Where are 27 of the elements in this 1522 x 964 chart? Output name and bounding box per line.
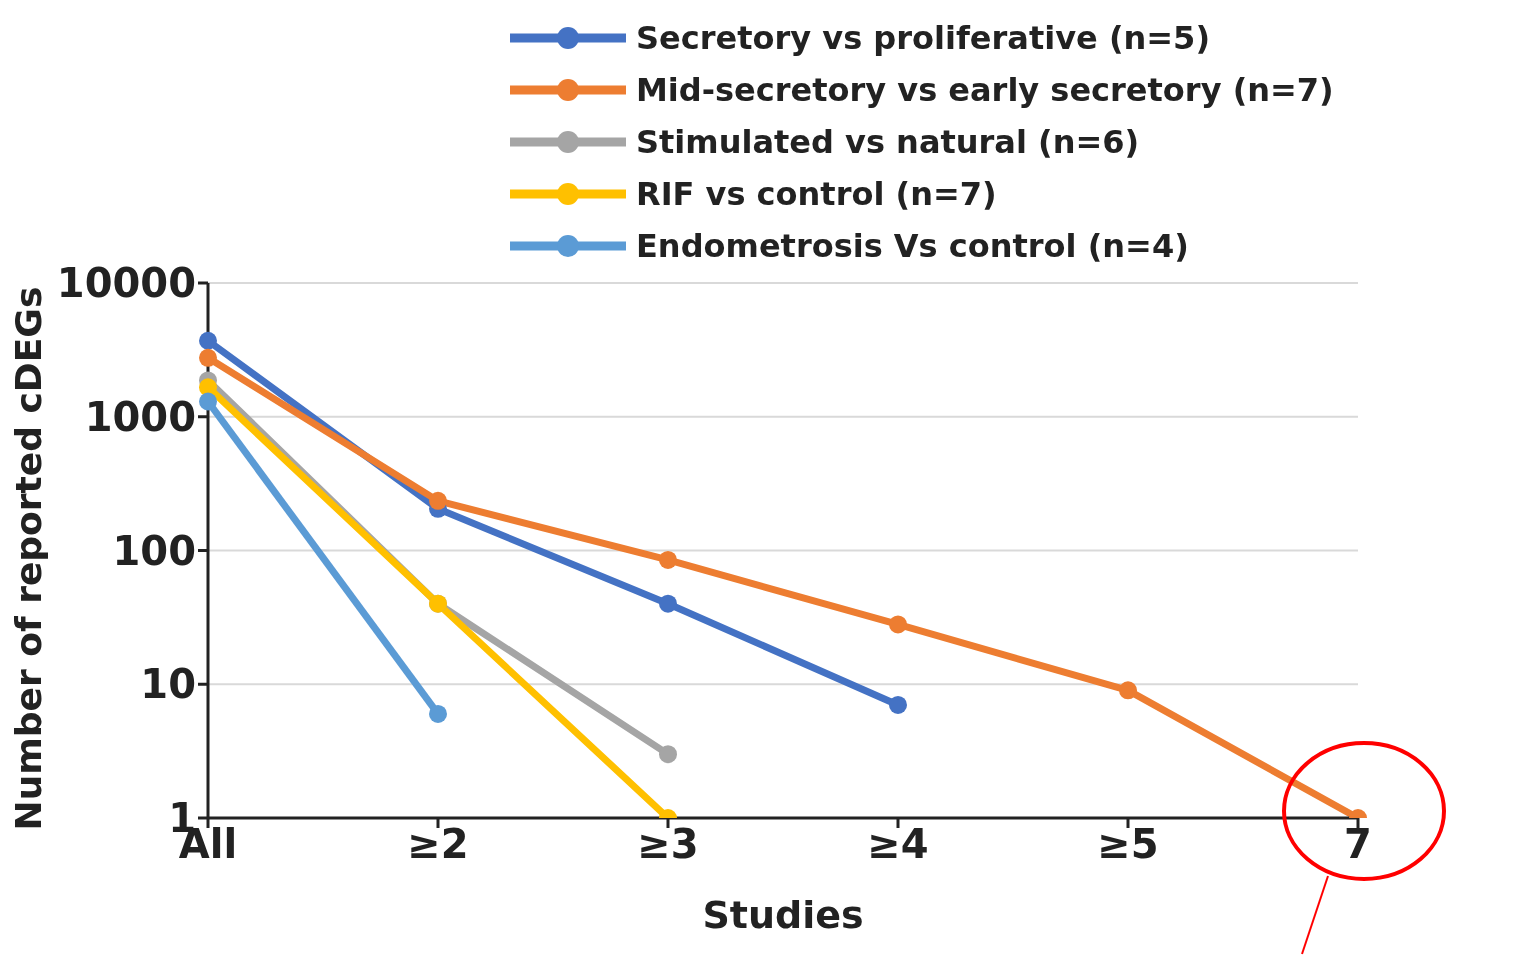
y-tick-label: 1000 [84, 393, 196, 440]
legend-label: RIF vs control (n=7) [636, 175, 997, 213]
y-tick-label: 100 [112, 527, 196, 574]
point [199, 331, 217, 350]
y-tick-label: 10 [140, 661, 196, 708]
x-tick-label: ≥2 [407, 821, 469, 868]
point [889, 695, 907, 714]
point [659, 594, 677, 613]
y-tick-label: 10000 [56, 260, 196, 307]
point [429, 704, 447, 723]
x-tick-label: ≥3 [637, 821, 699, 868]
legend-label: Endometrosis Vs control (n=4) [636, 227, 1189, 265]
x-tick-label: 7 [1344, 821, 1372, 868]
point [429, 491, 447, 510]
x-tick-label: ≥5 [1097, 821, 1159, 868]
point [199, 392, 217, 411]
legend-label: Secretory vs proliferative (n=5) [636, 19, 1210, 57]
x-tick-label: ≥4 [867, 821, 929, 868]
legend-label: Stimulated vs natural (n=6) [636, 123, 1140, 161]
point [659, 550, 677, 569]
legend-label: Mid-secretory vs early secretory (n=7) [636, 71, 1334, 109]
y-axis-title: Number of reported cDEGs [7, 286, 49, 831]
point [1119, 681, 1137, 700]
x-axis-title: Studies [702, 893, 864, 937]
point [659, 745, 677, 764]
point [889, 615, 907, 634]
point [199, 348, 217, 367]
